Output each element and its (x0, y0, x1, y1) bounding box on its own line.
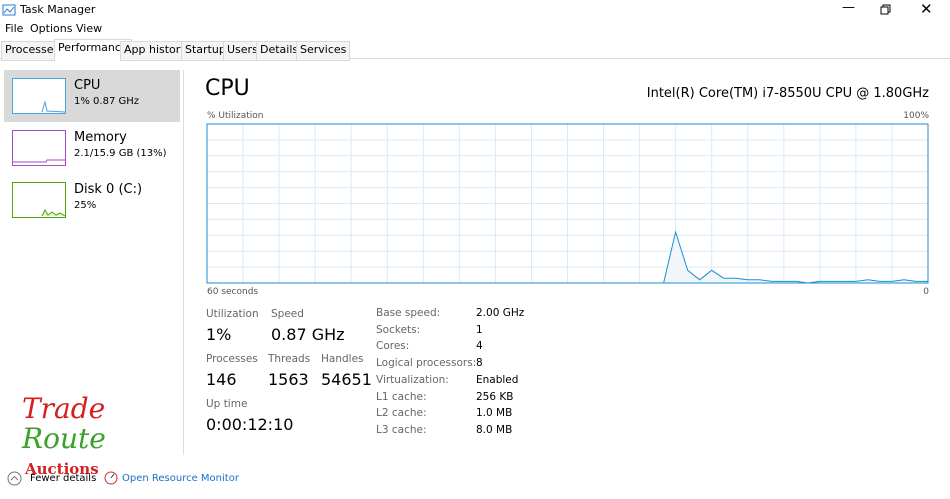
sidebar-name: CPU (74, 78, 101, 93)
spec-value: 256 KB (476, 390, 514, 403)
cpu-graph (206, 123, 929, 284)
graph-max-label: 100% (903, 111, 929, 121)
spec-value: 1.0 MB (476, 407, 513, 420)
stat-value: 146 (206, 370, 237, 389)
stat-label: Threads (268, 353, 311, 365)
tab[interactable]: Users (223, 41, 262, 61)
open-resource-monitor[interactable]: Open Resource Monitor (122, 473, 239, 484)
spec-value: 8 (476, 357, 483, 370)
sidebar-detail: 1% 0.87 GHz (74, 96, 140, 107)
menu-options[interactable]: Options (30, 22, 73, 35)
stat-label: Processes (206, 353, 258, 365)
spec-value: 2.00 GHz (476, 307, 525, 319)
stat-label: Speed (271, 308, 304, 320)
app-icon (2, 4, 16, 16)
tab[interactable]: App history (120, 41, 191, 61)
utilization-line (663, 230, 928, 284)
page-title: CPU (205, 76, 250, 101)
stat-value: 0.87 GHz (271, 325, 345, 344)
tab-divider (0, 58, 950, 59)
restore-button[interactable] (880, 4, 891, 15)
spec-value: 1 (476, 323, 483, 336)
stat-label: Handles (321, 353, 364, 365)
stat-label: Up time (206, 398, 248, 410)
watermark-line: Trade (22, 392, 106, 425)
graph-y-label: % Utilization (207, 111, 264, 121)
sidebar-detail: 25% (74, 200, 97, 211)
sidebar-name[interactable]: Disk 0 (C:) (74, 182, 143, 197)
stat-label: Utilization (206, 308, 259, 320)
sidebar-detail: 2.1/15.9 GB (13%) (74, 148, 167, 159)
spec-label: Cores: (376, 340, 410, 353)
tab[interactable]: Processes (1, 41, 64, 61)
spec-label: Base speed: (376, 307, 441, 319)
memory-thumbnail (12, 130, 66, 166)
tab-selected[interactable]: Performance (54, 39, 132, 62)
graph-x-label: 60 seconds (207, 287, 259, 297)
collapse-icon[interactable] (7, 471, 22, 486)
window-title: Task Manager (20, 3, 96, 16)
sidebar-name[interactable]: Memory (74, 130, 127, 145)
watermark-line: Route (22, 422, 106, 455)
spec-label: L1 cache: (376, 390, 427, 403)
graph-frame (206, 123, 929, 284)
utilization-area (663, 232, 928, 283)
spec-value: Enabled (476, 373, 519, 386)
tab[interactable]: Services (296, 41, 351, 61)
spec-label: Logical processors: (376, 357, 477, 370)
spec-value: 8.0 MB (476, 423, 513, 436)
spec-label: Sockets: (376, 323, 421, 336)
fewer-details[interactable]: Fewer details (30, 473, 97, 484)
watermark-line: Auctions (25, 460, 99, 478)
spec-label: L3 cache: (376, 423, 427, 436)
minimize-button[interactable]: — (842, 0, 855, 15)
tab[interactable]: Details (256, 41, 303, 61)
menu-view[interactable]: View (76, 22, 103, 35)
disk-thumbnail (12, 182, 66, 218)
spec-label: Virtualization: (376, 373, 449, 386)
pane-divider (183, 70, 184, 455)
menu-file[interactable]: File (5, 22, 24, 35)
spec-value: 4 (476, 340, 483, 353)
cpu-thumbnail (12, 78, 66, 114)
graph-min-label: 0 (923, 287, 929, 297)
stat-value: 54651 (321, 370, 372, 389)
stat-value: 1% (206, 325, 232, 344)
monitor-icon (104, 471, 118, 485)
close-button[interactable]: ✕ (920, 0, 933, 18)
processor-name: Intel(R) Core(TM) i7-8550U CPU @ 1.80GHz (646, 86, 929, 101)
spec-label: L2 cache: (376, 407, 427, 420)
stat-value: 0:00:12:10 (206, 415, 294, 434)
stat-value: 1563 (268, 370, 309, 389)
